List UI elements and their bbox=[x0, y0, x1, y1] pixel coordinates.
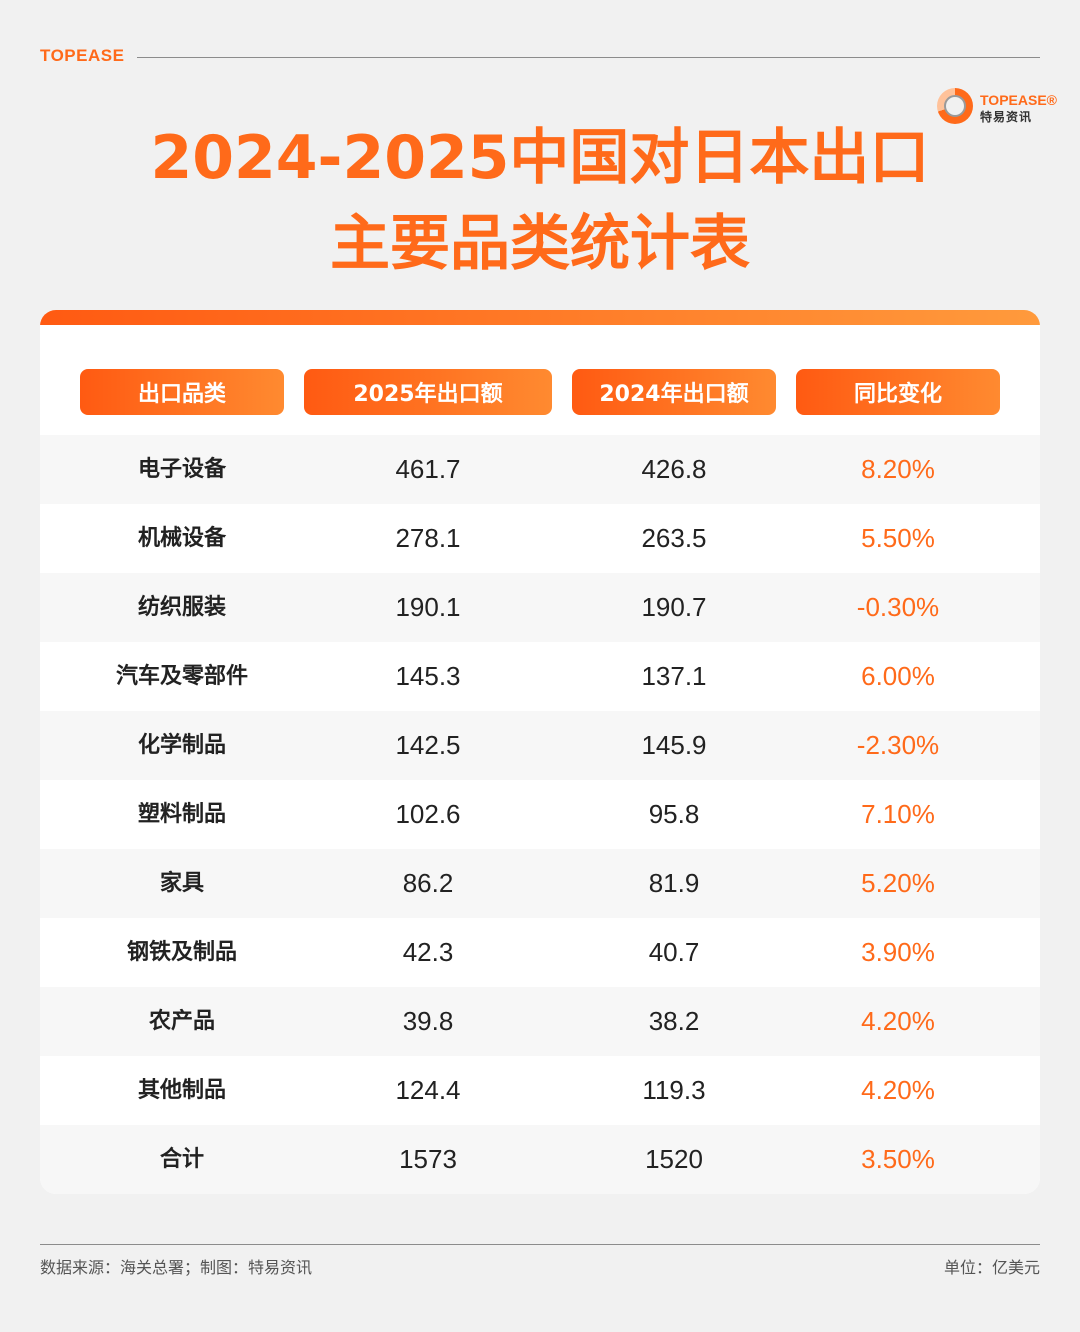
table-row: 钢铁及制品 42.3 40.7 3.90% bbox=[40, 918, 1040, 987]
topease-logo: TOPEASE® 特易资讯 bbox=[937, 88, 1057, 128]
table-row: 家具 86.2 81.9 5.20% bbox=[40, 849, 1040, 918]
export-2024-cell: 38.2 bbox=[648, 1006, 700, 1036]
export-2025-cell: 124.4 bbox=[395, 1075, 461, 1105]
export-2024-cell: 145.9 bbox=[641, 730, 707, 760]
category-cell: 家具 bbox=[159, 871, 204, 896]
yoy-change-cell: 6.00% bbox=[861, 661, 935, 691]
header-yoy-change: 同比变化 bbox=[796, 369, 1000, 415]
export-2024-cell: 81.9 bbox=[648, 868, 700, 898]
header-2025-export: 2025年出口额 bbox=[304, 369, 552, 415]
table-row: 电子设备 461.7 426.8 8.20% bbox=[40, 435, 1040, 504]
export-2024-cell: 426.8 bbox=[641, 454, 707, 484]
category-cell: 纺织服装 bbox=[137, 595, 226, 620]
table-row: 化学制品 142.5 145.9 -2.30% bbox=[40, 711, 1040, 780]
topease-ring-logo-icon bbox=[937, 88, 973, 124]
export-2024-cell: 95.8 bbox=[648, 799, 700, 829]
table-body: 电子设备 461.7 426.8 8.20% 机械设备 278.1 263.5 … bbox=[40, 435, 1040, 1194]
export-2025-cell: 86.2 bbox=[402, 868, 454, 898]
bottom-divider bbox=[40, 1244, 1040, 1245]
yoy-change-cell: 5.20% bbox=[861, 868, 935, 898]
table-row: 汽车及零部件 145.3 137.1 6.00% bbox=[40, 642, 1040, 711]
export-2025-cell: 145.3 bbox=[395, 661, 461, 691]
category-cell: 机械设备 bbox=[137, 526, 226, 551]
table-row: 农产品 39.8 38.2 4.20% bbox=[40, 987, 1040, 1056]
yoy-change-cell: 8.20% bbox=[861, 454, 935, 484]
card-accent-bar bbox=[40, 310, 1040, 325]
category-cell: 钢铁及制品 bbox=[126, 940, 237, 965]
yoy-change-cell: -2.30% bbox=[856, 730, 940, 760]
category-cell: 农产品 bbox=[148, 1009, 215, 1034]
yoy-change-cell: 3.90% bbox=[861, 937, 935, 967]
table-row-total: 合计 1573 1520 3.50% bbox=[40, 1125, 1040, 1194]
page-title-line-1: 2024-2025中国对日本出口 bbox=[150, 123, 930, 193]
export-2025-cell: 1573 bbox=[399, 1144, 457, 1174]
unit-note: 单位：亿美元 bbox=[943, 1258, 1040, 1277]
export-2025-cell: 461.7 bbox=[395, 454, 461, 484]
export-2025-cell: 102.6 bbox=[395, 799, 461, 829]
logo-subtitle: 特易资讯 bbox=[980, 110, 1033, 124]
export-2024-cell: 119.3 bbox=[642, 1075, 706, 1105]
logo-name: TOPEASE® bbox=[980, 92, 1057, 108]
export-2024-cell: 40.7 bbox=[648, 937, 700, 967]
table-row: 机械设备 278.1 263.5 5.50% bbox=[40, 504, 1040, 573]
category-cell: 电子设备 bbox=[137, 457, 226, 482]
yoy-change-cell: 4.20% bbox=[861, 1006, 935, 1036]
export-2024-cell: 263.5 bbox=[641, 523, 707, 553]
category-cell: 合计 bbox=[159, 1147, 204, 1172]
data-source-note: 数据来源：海关总署；制图：特易资讯 bbox=[40, 1258, 313, 1277]
category-cell: 塑料制品 bbox=[137, 802, 226, 827]
yoy-change-cell: 3.50% bbox=[861, 1144, 935, 1174]
category-cell: 化学制品 bbox=[137, 733, 226, 758]
table-card: 出口品类 2025年出口额 2024年出口额 同比变化 电子设备 461.7 4… bbox=[40, 310, 1040, 1194]
export-2025-cell: 42.3 bbox=[402, 937, 454, 967]
export-2025-cell: 278.1 bbox=[395, 523, 461, 553]
top-divider bbox=[137, 57, 1040, 58]
yoy-change-cell: 7.10% bbox=[861, 799, 935, 829]
table-row: 塑料制品 102.6 95.8 7.10% bbox=[40, 780, 1040, 849]
category-cell: 汽车及零部件 bbox=[115, 664, 248, 689]
category-cell: 其他制品 bbox=[137, 1078, 226, 1103]
table-row: 纺织服装 190.1 190.7 -0.30% bbox=[40, 573, 1040, 642]
export-2024-cell: 137.1 bbox=[641, 661, 707, 691]
yoy-change-cell: 4.20% bbox=[861, 1075, 935, 1105]
page-title-line-2: 主要品类统计表 bbox=[330, 209, 750, 279]
export-2024-cell: 1520 bbox=[645, 1144, 703, 1174]
yoy-change-cell: 5.50% bbox=[861, 523, 935, 553]
export-2025-cell: 142.5 bbox=[395, 730, 461, 760]
header-category: 出口品类 bbox=[80, 369, 284, 415]
export-2024-cell: 190.7 bbox=[641, 592, 707, 622]
header-2024-export: 2024年出口额 bbox=[572, 369, 776, 415]
export-2025-cell: 190.1 bbox=[395, 592, 461, 622]
table-row: 其他制品 124.4 119.3 4.20% bbox=[40, 1056, 1040, 1125]
export-2025-cell: 39.8 bbox=[402, 1006, 454, 1036]
yoy-change-cell: -0.30% bbox=[856, 592, 940, 622]
brand-label: TOPEASE bbox=[40, 46, 125, 65]
